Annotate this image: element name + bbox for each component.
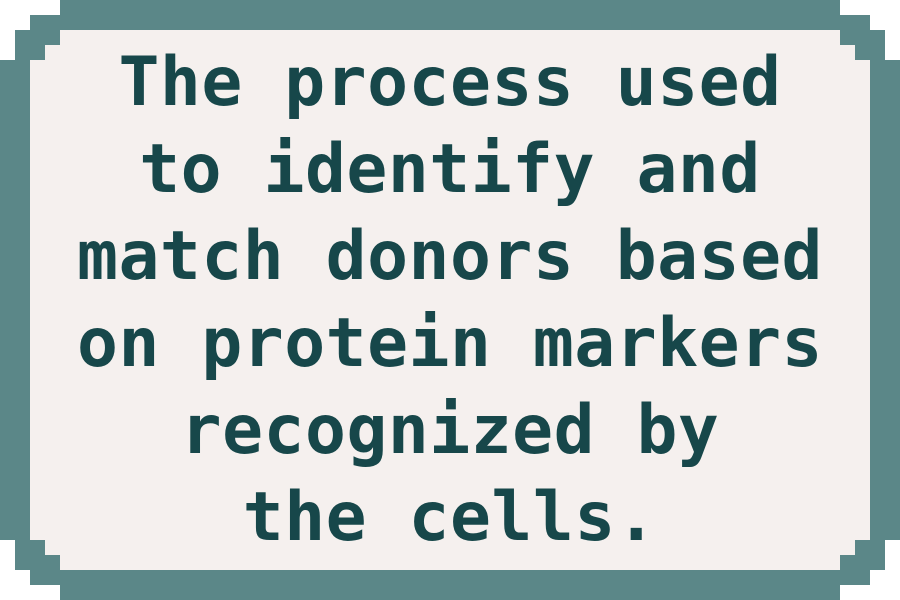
card-text-line: recognized by xyxy=(180,391,720,470)
card-text: The process used to identify and match d… xyxy=(40,40,860,560)
card-background xyxy=(30,30,870,570)
card-text-line: the cells. xyxy=(242,478,658,557)
card-text-line: to identify and xyxy=(139,130,761,209)
card-text-line: on protein markers xyxy=(77,304,823,383)
card-text-line: The process used xyxy=(118,43,782,122)
card-text-line: match donors based xyxy=(77,217,823,296)
